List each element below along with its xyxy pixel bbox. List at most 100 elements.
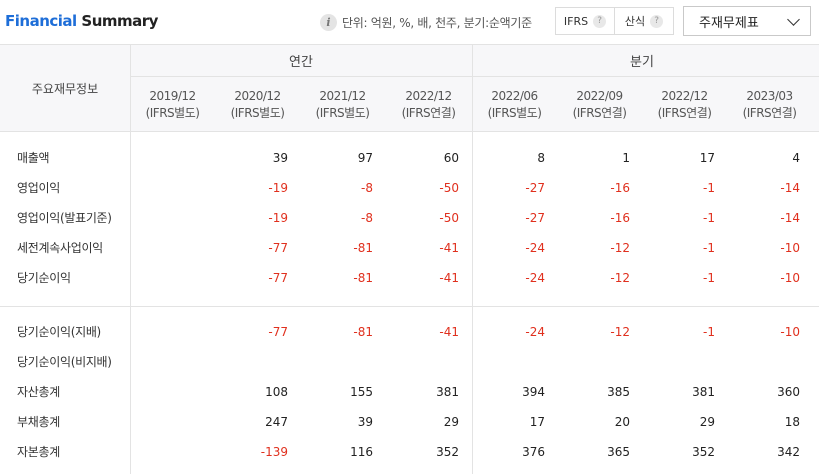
column-basis: (IFRS연결) xyxy=(401,105,456,120)
column-basis: (IFRS연결) xyxy=(572,105,627,120)
column-header: 2021/12 (IFRS별도) xyxy=(300,77,385,132)
column-header: 2020/12 (IFRS별도) xyxy=(215,77,300,132)
column-divider xyxy=(130,44,131,474)
column-period: 2021/12 xyxy=(319,88,366,103)
table-cell xyxy=(727,352,812,372)
column-period: 2019/12 xyxy=(149,88,196,103)
table-cell: -1 xyxy=(703,211,715,225)
table-cell: 97 xyxy=(357,151,373,165)
table-cell xyxy=(557,352,642,372)
statement-type-select[interactable]: 주재무제표 xyxy=(683,6,811,36)
table-cell: -1 xyxy=(703,181,715,195)
row-label: 부채총계 xyxy=(17,415,60,429)
table-cell: -16 xyxy=(610,181,630,195)
table-cell: -24 xyxy=(525,271,545,285)
table-cell: 4 xyxy=(792,151,800,165)
table-header-background xyxy=(0,44,819,132)
formula-button[interactable]: 산식 ? xyxy=(614,8,673,34)
table-cell: -1 xyxy=(703,271,715,285)
table-cell xyxy=(130,148,215,168)
unit-info: i 단위: 억원, %, 배, 천주, 분기:순액기준 xyxy=(320,12,532,32)
table-cell: -81 xyxy=(353,325,373,339)
table-cell: 342 xyxy=(777,445,800,459)
column-header: 2022/12 (IFRS연결) xyxy=(386,77,471,132)
table-cell: 376 xyxy=(522,445,545,459)
section-title: Financial Summary xyxy=(5,12,158,30)
table-cell xyxy=(130,238,215,258)
table-cell: -19 xyxy=(268,181,288,195)
table-cell: -41 xyxy=(439,241,459,255)
column-period: 2022/09 xyxy=(576,88,623,103)
table-cell: -10 xyxy=(780,241,800,255)
table-cell: 352 xyxy=(436,445,459,459)
table-cell xyxy=(130,178,215,198)
table-cell: 365 xyxy=(607,445,630,459)
table-cell: 352 xyxy=(692,445,715,459)
table-cell: -19 xyxy=(268,211,288,225)
table-cell: -139 xyxy=(260,445,288,459)
standard-toggle-group: IFRS ? 산식 ? xyxy=(555,7,674,35)
help-icon[interactable]: ? xyxy=(650,14,664,28)
chevron-down-icon xyxy=(787,13,800,26)
table-cell: 18 xyxy=(784,415,800,429)
table-cell: 39 xyxy=(357,415,373,429)
table-cell: -27 xyxy=(525,211,545,225)
row-label: 당기순이익(비지배) xyxy=(17,355,112,369)
table-cell: -12 xyxy=(610,241,630,255)
table-cell: -24 xyxy=(525,325,545,339)
ifrs-button[interactable]: IFRS ? xyxy=(556,8,614,34)
table-cell xyxy=(130,382,215,402)
column-header: 2022/12 (IFRS연결) xyxy=(642,77,727,132)
row-label: 자산총계 xyxy=(17,385,60,399)
table-cell: -50 xyxy=(439,211,459,225)
title-summary: Summary xyxy=(81,12,158,30)
table-cell xyxy=(130,412,215,432)
row-label: 매출액 xyxy=(17,151,50,165)
row-label: 당기순이익 xyxy=(17,271,71,285)
help-icon[interactable]: ? xyxy=(593,14,607,28)
group-header-annual: 연간 xyxy=(289,55,313,70)
table-cell: -27 xyxy=(525,181,545,195)
column-basis: (IFRS별도) xyxy=(230,105,285,120)
section-divider xyxy=(0,306,819,307)
table-cell: 29 xyxy=(699,415,715,429)
table-cell: 381 xyxy=(692,385,715,399)
table-cell xyxy=(130,322,215,342)
select-value: 주재무제표 xyxy=(699,15,759,31)
table-cell: -14 xyxy=(780,181,800,195)
table-cell: 108 xyxy=(265,385,288,399)
column-basis: (IFRS연결) xyxy=(742,105,797,120)
table-cell: 116 xyxy=(350,445,373,459)
table-cell: -81 xyxy=(353,241,373,255)
info-icon[interactable]: i xyxy=(320,13,337,31)
table-cell: 360 xyxy=(777,385,800,399)
row-label: 자본총계 xyxy=(17,445,60,459)
column-header: 2019/12 (IFRS별도) xyxy=(130,77,215,132)
table-cell: 29 xyxy=(443,415,459,429)
table-cell: 20 xyxy=(614,415,630,429)
table-cell: -77 xyxy=(268,241,288,255)
column-basis: (IFRS별도) xyxy=(145,105,200,120)
table-cell: -50 xyxy=(439,181,459,195)
table-cell: 385 xyxy=(607,385,630,399)
table-cell: 381 xyxy=(436,385,459,399)
table-cell: -14 xyxy=(780,211,800,225)
corner-header: 주요재무정보 xyxy=(31,81,99,96)
table-cell: -10 xyxy=(780,271,800,285)
header-divider xyxy=(130,76,819,77)
table-cell: -81 xyxy=(353,271,373,285)
table-cell xyxy=(130,352,215,372)
table-cell: 60 xyxy=(443,151,459,165)
table-cell xyxy=(130,208,215,228)
column-basis: (IFRS연결) xyxy=(657,105,712,120)
column-basis: (IFRS별도) xyxy=(315,105,370,120)
table-cell: -77 xyxy=(268,325,288,339)
unit-text: 단위: 억원, %, 배, 천주, 분기:순액기준 xyxy=(342,15,532,30)
table-cell: -77 xyxy=(268,271,288,285)
table-cell: -12 xyxy=(610,325,630,339)
table-cell: -1 xyxy=(703,241,715,255)
table-cell xyxy=(386,352,471,372)
table-cell xyxy=(130,442,215,462)
table-cell: 1 xyxy=(622,151,630,165)
row-label: 영업이익 xyxy=(17,181,60,195)
